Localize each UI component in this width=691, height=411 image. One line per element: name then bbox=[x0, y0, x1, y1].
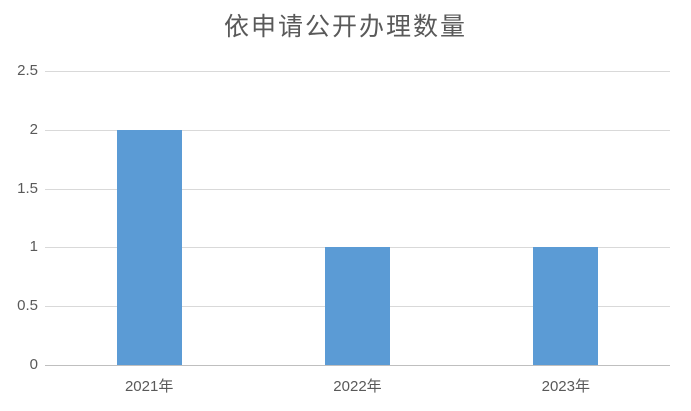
bar-2023年 bbox=[533, 247, 599, 366]
y-axis-tick-label: 1.5 bbox=[17, 179, 38, 197]
x-axis-category-label: 2023年 bbox=[541, 378, 590, 395]
x-axis-category-label: 2022年 bbox=[333, 378, 382, 395]
y-axis-tick-label: 2 bbox=[29, 120, 38, 138]
bar-2021年 bbox=[116, 129, 182, 366]
y-axis-tick-label: 0.5 bbox=[17, 297, 38, 315]
gridline bbox=[45, 188, 670, 190]
y-axis-tick-label: 2.5 bbox=[17, 62, 38, 79]
y-axis-tick-label: 0 bbox=[29, 356, 38, 373]
y-axis-tick-label: 1 bbox=[29, 238, 38, 256]
gridline bbox=[45, 129, 670, 131]
x-axis-category-label: 2021年 bbox=[124, 378, 174, 395]
gridline bbox=[45, 71, 670, 72]
bar-2022年 bbox=[325, 247, 390, 366]
chart-title: 依申请公开办理数量 bbox=[223, 14, 467, 41]
x-axis-line bbox=[45, 365, 670, 366]
